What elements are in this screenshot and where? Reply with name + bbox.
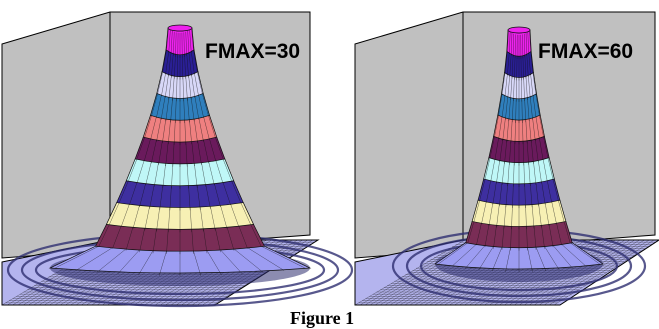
plot-label: FMAX=60	[538, 40, 633, 63]
peak-cap	[168, 25, 192, 31]
plot-panel-fmax-30: FMAX=30	[2, 12, 352, 306]
plot-panel-fmax-60: FMAX=60	[355, 12, 659, 305]
plot-label: FMAX=30	[205, 40, 300, 63]
peak-cap	[508, 27, 530, 33]
